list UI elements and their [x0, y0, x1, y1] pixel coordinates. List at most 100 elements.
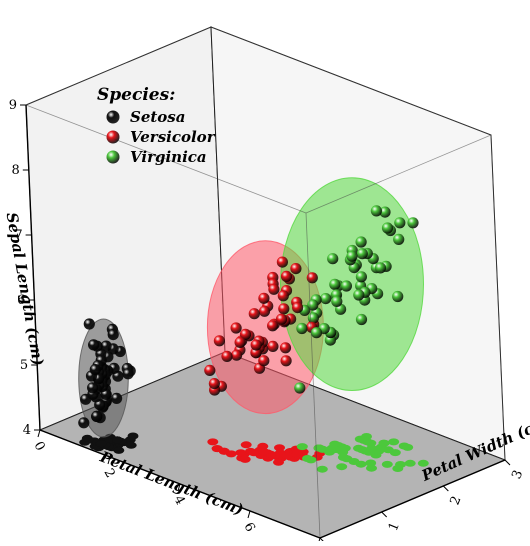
versicolor-point: [258, 292, 270, 304]
setosa-floor-point: [111, 436, 123, 444]
virginica-floor-point: [313, 444, 325, 452]
z-axis-line: [25, 104, 41, 431]
z-tick-label: 9: [9, 98, 17, 113]
virginica-floor-point: [336, 463, 348, 471]
box-edge: [490, 134, 506, 461]
y-tick-mark: [442, 485, 449, 492]
versicolor-point: [279, 342, 292, 354]
versicolor-point: [208, 378, 220, 390]
setosa-point: [78, 417, 90, 429]
virginica-point: [407, 217, 419, 229]
virginica-legend-label: Virginica: [130, 148, 207, 166]
versicolor-point: [204, 364, 216, 376]
virginica-floor-point: [366, 444, 378, 452]
versicolor-point: [231, 349, 243, 361]
virginica-floor-point: [378, 439, 390, 447]
chart-box-front-edges: [25, 26, 506, 539]
y-tick-label: 2: [448, 494, 465, 507]
versicolor-point: [250, 339, 262, 351]
virginica-floor-point: [324, 448, 335, 456]
virginica-floor-point: [382, 446, 394, 454]
versicolor-point: [267, 320, 279, 332]
z-tick-label: 5: [20, 358, 28, 373]
versicolor-point: [280, 270, 293, 282]
x-tick-mark: [247, 510, 251, 519]
legend: Species: Setosa Versicolor Virginica: [97, 85, 216, 166]
versicolor-floor-point: [207, 438, 219, 446]
versicolor-point: [306, 272, 318, 284]
versicolor-legend-label: Versicolor: [130, 128, 216, 146]
setosa-floor-point: [113, 446, 125, 454]
versicolor-point: [280, 355, 292, 367]
virginica-point: [329, 278, 341, 290]
virginica-point: [340, 280, 352, 292]
versicolor-legend-marker: [106, 130, 120, 144]
virginica-point: [394, 217, 406, 229]
scatter-points: [78, 205, 419, 429]
versicolor-point: [230, 322, 242, 334]
setosa-point: [107, 329, 119, 341]
virginica-ellipsoid: [280, 177, 424, 392]
versicolor-point: [292, 302, 304, 314]
virginica-legend-marker: [106, 150, 120, 164]
virginica-point: [294, 382, 306, 394]
virginica-floor-point: [365, 439, 377, 447]
virginica-point: [353, 289, 365, 301]
z-tick-label: 8: [12, 163, 20, 178]
versicolor-point: [276, 256, 288, 268]
virginica-floor-point: [365, 459, 377, 467]
setosa-floor-point: [127, 432, 139, 440]
setosa-point: [100, 340, 112, 352]
setosa-legend-marker: [106, 110, 120, 124]
z-tick-label: 4: [23, 423, 31, 438]
versicolor-floor-point: [239, 455, 251, 463]
y-tick-mark: [504, 459, 511, 466]
versicolor-floor-point: [291, 450, 303, 458]
virginica-floor-point: [404, 459, 416, 467]
versicolor-point: [258, 305, 271, 317]
virginica-point: [320, 293, 332, 305]
virginica-point: [393, 233, 405, 245]
versicolor-point: [277, 290, 289, 302]
versicolor-point: [239, 328, 252, 340]
x-tick-mark: [177, 483, 181, 492]
setosa-point: [88, 339, 100, 351]
setosa-floor-point: [125, 441, 137, 449]
versicolor-point: [290, 263, 302, 275]
x-tick-label: 0: [31, 439, 48, 453]
box-edge: [25, 26, 212, 106]
virginica-point: [370, 205, 382, 217]
virginica-floor-point: [305, 456, 317, 464]
y-tick-mark: [381, 511, 388, 518]
virginica-point: [374, 262, 387, 274]
virginica-floor-point: [296, 443, 308, 451]
x-tick-mark: [37, 429, 41, 438]
virginica-floor-point: [338, 453, 349, 461]
virginica-floor-point: [355, 460, 367, 468]
virginica-point: [327, 253, 339, 265]
z-tick-label: 7: [14, 228, 22, 243]
box-edge: [25, 104, 307, 214]
versicolor-floor-point: [235, 449, 247, 457]
virginica-point: [296, 322, 308, 335]
x-tick-label: 6: [241, 520, 258, 534]
versicolor-floor-point: [211, 445, 223, 453]
setosa-point: [122, 368, 134, 380]
y-tick-label: 3: [509, 468, 526, 481]
versicolor-floor-point: [225, 450, 237, 458]
virginica-point: [346, 250, 358, 262]
virginica-floor-point: [353, 444, 364, 452]
virginica-point: [381, 222, 394, 234]
virginica-point: [355, 313, 368, 326]
versicolor-floor-point: [273, 458, 284, 466]
virginica-point: [355, 271, 367, 283]
versicolor-floor-point: [281, 452, 293, 460]
setosa-point: [89, 364, 101, 376]
setosa-point: [111, 392, 123, 404]
setosa-floor-point: [95, 440, 107, 448]
setosa-point: [87, 382, 99, 394]
virginica-point: [310, 327, 323, 339]
legend-title: Species:: [97, 85, 175, 105]
